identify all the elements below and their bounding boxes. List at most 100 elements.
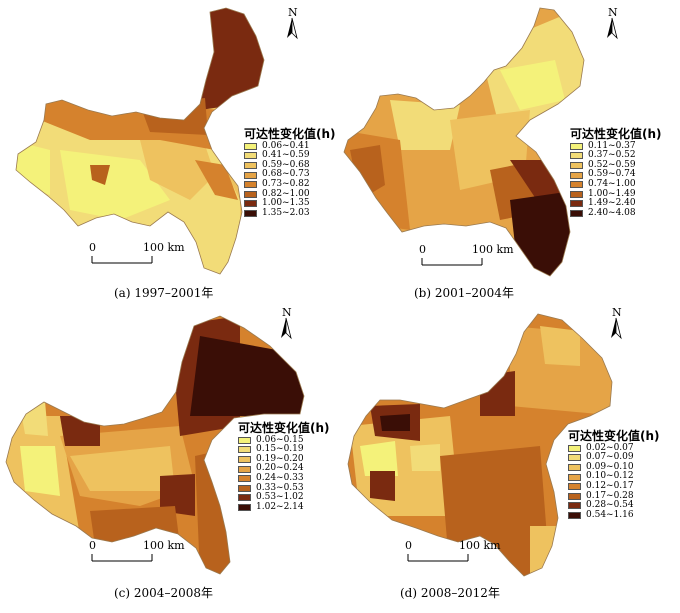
legend-swatch — [244, 142, 257, 150]
legend-label: 0.74~1.00 — [588, 178, 636, 189]
legend-swatch — [570, 162, 583, 170]
legend-item: 0.74~1.00 — [570, 178, 662, 190]
map-panel-a: 0 100 km N 可达性变化值(h) 0.06~0.41 0.41~0.59 0… — [0, 0, 340, 306]
legend-label: 0.12~0.17 — [586, 480, 634, 491]
scale-end: 100 km — [143, 539, 185, 552]
legend-title: 可达性变化值(h) — [570, 127, 662, 141]
legend-label: 0.19~0.20 — [256, 453, 304, 464]
legend-item: 0.59~0.74 — [570, 170, 662, 180]
north-arrow-icon — [281, 317, 292, 340]
legend-label: 1.49~2.40 — [588, 198, 636, 209]
legend-swatch — [238, 494, 251, 502]
legend-label: 0.07~0.09 — [586, 452, 634, 463]
legend-item: 0.10~0.12 — [568, 472, 660, 482]
legend-swatch — [238, 504, 251, 512]
legend-swatch — [244, 210, 257, 218]
legend-item: 0.73~0.82 — [244, 178, 336, 190]
legend-item: 1.02~2.14 — [238, 501, 330, 513]
legend-swatch — [568, 464, 581, 472]
legend-swatch — [570, 181, 583, 189]
north-arrow-icon — [611, 317, 622, 340]
map-panel-c: 0 100 km N 可达性变化值(h) 0.06~0.15 0.15~0.19 0… — [0, 306, 340, 612]
scale-bar — [91, 256, 153, 264]
legend-swatch — [570, 152, 583, 160]
scale-end: 100 km — [143, 241, 185, 254]
legend-swatch — [568, 492, 581, 500]
legend-swatch — [238, 456, 251, 464]
legend-item: 1.35~2.03 — [244, 208, 336, 219]
legend-swatch — [244, 190, 257, 198]
legend-item: 0.02~0.07 — [568, 442, 660, 454]
legend-item: 0.06~0.41 — [244, 141, 336, 152]
legend-swatch — [568, 454, 581, 462]
legend-item: 0.09~0.10 — [568, 462, 660, 473]
legend-label: 0.17~0.28 — [586, 490, 634, 501]
scale-zero: 0 — [89, 539, 96, 552]
legend-item: 0.24~0.33 — [238, 473, 330, 484]
legend-item: 0.07~0.09 — [568, 453, 660, 463]
legend-item: 0.59~0.68 — [244, 159, 336, 171]
legend-label: 0.02~0.07 — [586, 442, 634, 453]
legend-label: 0.41~0.59 — [262, 150, 310, 161]
legend-swatch — [570, 142, 583, 150]
north-arrow-icon — [607, 17, 618, 40]
legend-item: 2.40~4.08 — [570, 207, 662, 219]
legend-swatch — [238, 436, 251, 444]
legend-item: 0.06~0.15 — [238, 435, 330, 446]
legend-swatch — [568, 502, 581, 510]
legend-b: 可达性变化值(h) 0.11~0.37 0.37~0.52 0.52~0.59 0.5… — [570, 127, 662, 219]
legend-swatch — [238, 475, 251, 483]
legend-label: 0.20~0.24 — [256, 463, 304, 474]
legend-swatch — [244, 181, 257, 189]
caption-d: (d) 2008–2012年 — [400, 586, 500, 600]
legend-swatch — [570, 210, 583, 218]
legend-item: 0.15~0.19 — [238, 445, 330, 455]
north-label: N — [282, 306, 292, 319]
legend-swatch — [570, 200, 583, 208]
legend-title: 可达性变化值(h) — [238, 421, 330, 435]
legend-label: 1.02~2.14 — [256, 501, 304, 512]
legend-swatch — [244, 200, 257, 208]
scale-bar — [421, 258, 483, 266]
legend-label: 0.54~1.16 — [586, 509, 634, 520]
legend-swatch — [570, 190, 583, 198]
legend-item: 0.41~0.59 — [244, 151, 336, 161]
legend-swatch — [568, 512, 581, 520]
north-label: N — [288, 6, 298, 19]
legend-item: 0.54~1.16 — [568, 509, 660, 521]
legend-label: 0.59~0.74 — [588, 169, 636, 180]
legend-swatch — [244, 162, 257, 170]
legend-d: 可达性变化值(h) 0.02~0.07 0.07~0.09 0.09~0.10 0.1… — [568, 429, 660, 521]
legend-label: 0.68~0.73 — [262, 169, 310, 180]
legend-item: 0.52~0.59 — [570, 160, 662, 171]
scale-end: 100 km — [459, 539, 501, 552]
legend-label: 0.15~0.19 — [256, 444, 304, 455]
legend-swatch — [238, 465, 251, 473]
legend-label: 0.53~1.02 — [256, 492, 304, 503]
scale-zero: 0 — [419, 243, 426, 256]
legend-label: 2.40~4.08 — [588, 207, 636, 218]
north-label: N — [608, 6, 618, 19]
legend-item: 1.00~1.49 — [570, 189, 662, 200]
legend-item: 0.20~0.24 — [238, 464, 330, 474]
legend-label: 0.37~0.52 — [588, 150, 636, 161]
map-a — [15, 7, 298, 275]
caption-a: (a) 1997–2001年 — [114, 286, 214, 300]
legend-item: 0.28~0.54 — [568, 501, 660, 511]
map-c — [5, 315, 305, 575]
legend-label: 0.59~0.68 — [262, 159, 310, 170]
legend-item: 0.33~0.53 — [238, 483, 330, 494]
caption-b: (b) 2001–2004年 — [414, 286, 514, 300]
legend-label: 0.73~0.82 — [262, 178, 310, 189]
scale-bar — [407, 554, 469, 562]
legend-item: 0.68~0.73 — [244, 170, 336, 180]
legend-title: 可达性变化值(h) — [568, 429, 660, 443]
legend-item: 0.12~0.17 — [568, 480, 660, 492]
legend-c: 可达性变化值(h) 0.06~0.15 0.15~0.19 0.19~0.20 0.2… — [238, 421, 330, 513]
legend-a: 可达性变化值(h) 0.06~0.41 0.41~0.59 0.59~0.68 0.6… — [244, 128, 336, 219]
map-panel-b: 0 100 km N 可达性变化值(h) 0.11~0.37 0.37~0.52 0… — [340, 0, 680, 306]
legend-swatch — [568, 483, 581, 491]
legend-swatch — [568, 473, 581, 481]
legend-label: 0.11~0.37 — [588, 140, 636, 151]
legend-swatch — [238, 484, 251, 492]
